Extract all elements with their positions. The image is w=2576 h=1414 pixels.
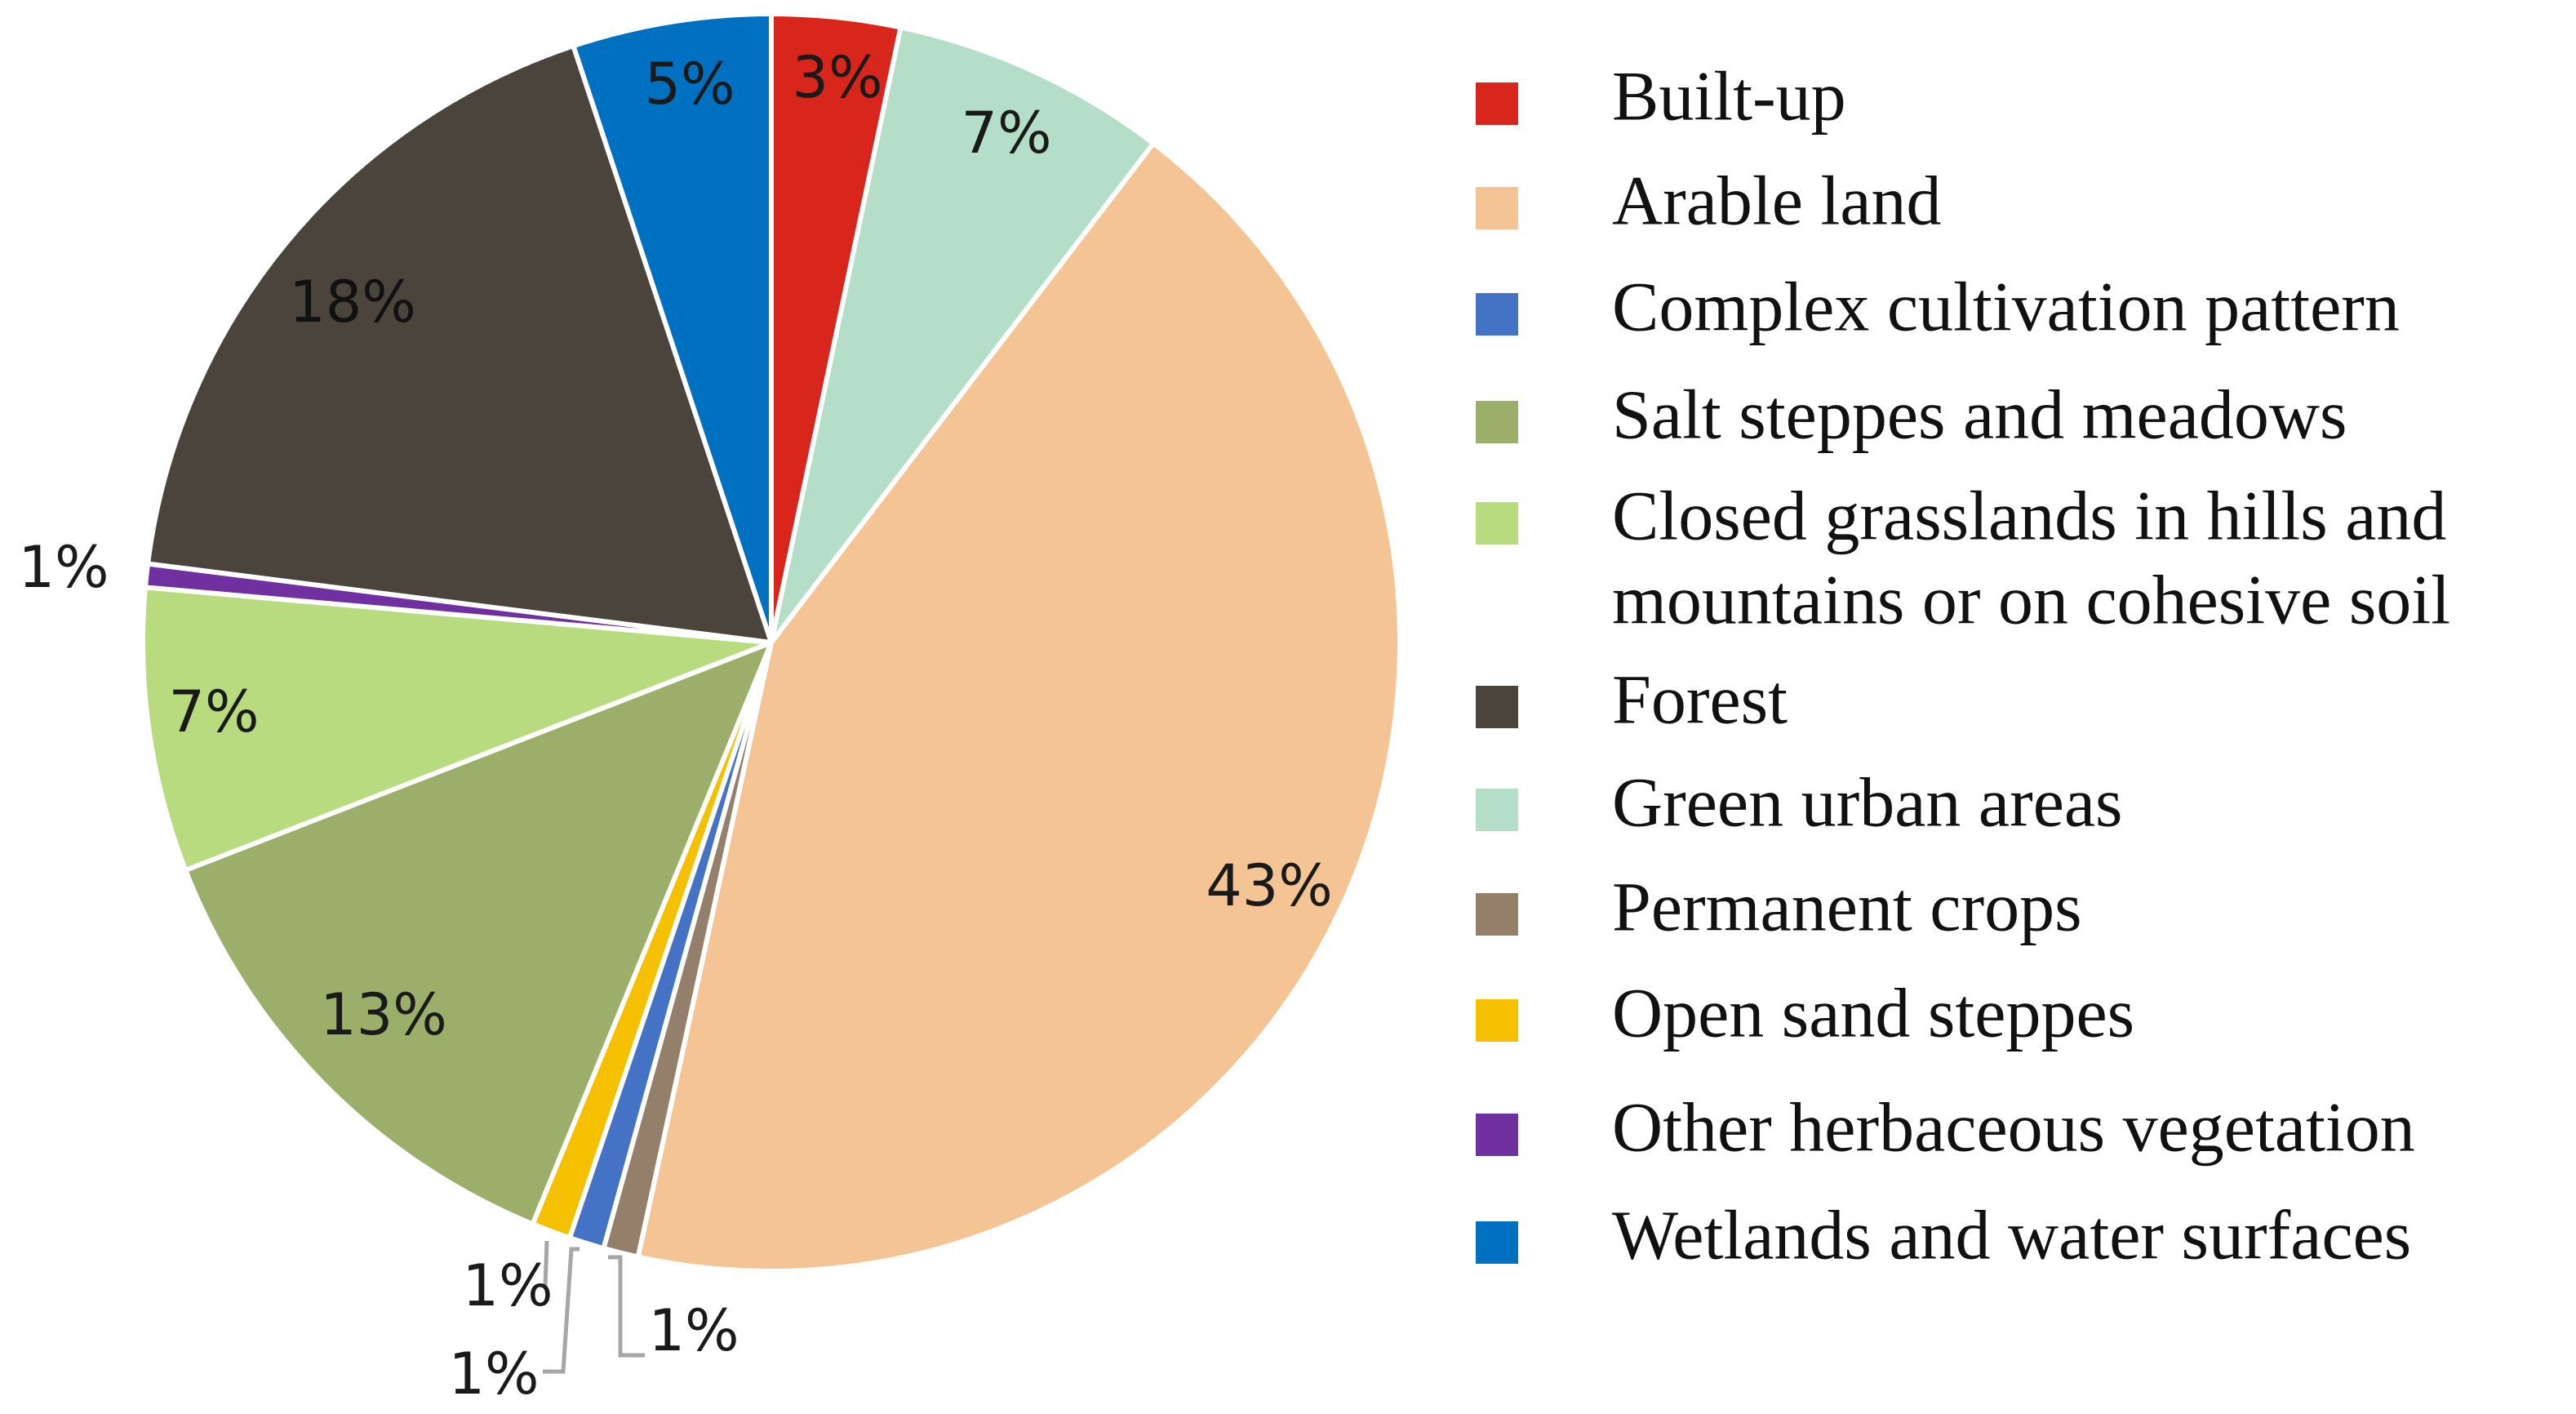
data-label-green-urban: 7%: [961, 100, 1051, 167]
data-label-closed-grasslands: 7%: [168, 678, 259, 745]
legend-item: Closed grasslands in hills andmountains …: [1476, 477, 2450, 639]
data-label-complex-cultivation: 1%: [448, 1341, 539, 1407]
legend-swatch: [1476, 789, 1518, 831]
data-label-salt-steppes: 13%: [320, 981, 447, 1048]
legend-label: Closed grasslands in hills and: [1612, 477, 2446, 555]
legend-swatch: [1476, 82, 1518, 125]
legend-label: Open sand steppes: [1612, 974, 2134, 1052]
legend-swatch: [1476, 893, 1518, 936]
legend-swatch: [1476, 999, 1518, 1042]
legend-item: Complex cultivation pattern: [1476, 268, 2400, 346]
legend-label: Salt steppes and meadows: [1612, 376, 2347, 454]
legend-label: mountains or on cohesive soil: [1612, 561, 2450, 639]
data-label-other-herbaceous: 1%: [18, 534, 109, 601]
data-label-built-up: 3%: [792, 44, 882, 111]
legend-label: Permanent crops: [1612, 868, 2082, 946]
legend-item: Permanent crops: [1476, 868, 2082, 946]
legend-swatch: [1476, 293, 1518, 336]
pie-data-labels: 3% 7% 43% 1% 1% 1% 13% 7% 1% 18% 5%: [18, 44, 1332, 1407]
legend-label: Forest: [1612, 660, 1788, 739]
legend-label: Wetlands and water surfaces: [1612, 1196, 2411, 1274]
legend: Built-up Arable land Complex cultivation p…: [1476, 57, 2450, 1274]
legend-item: Forest: [1476, 660, 1788, 739]
data-label-wetlands: 5%: [644, 51, 735, 118]
data-label-permanent-crops: 1%: [648, 1297, 739, 1364]
legend-label: Other herbaceous vegetation: [1612, 1088, 2415, 1167]
pie-slice-arable: [635, 140, 1402, 1274]
legend-label: Built-up: [1612, 57, 1846, 136]
pie-slices: [140, 11, 1402, 1274]
legend-label: Arable land: [1612, 162, 1942, 240]
pie-slice-forest: [145, 43, 774, 645]
data-label-open-sand: 1%: [462, 1252, 553, 1319]
pie-slice-wetlands: [571, 11, 774, 645]
leader-line-open-sand: [540, 1240, 549, 1288]
legend-item: Salt steppes and meadows: [1476, 376, 2347, 454]
legend-item: Built-up: [1476, 57, 1846, 136]
legend-item: Green urban areas: [1476, 763, 2123, 842]
pie-slice-closed-grasslands: [140, 585, 774, 873]
legend-swatch: [1476, 686, 1518, 728]
data-label-arable: 43%: [1206, 852, 1333, 919]
legend-label: Green urban areas: [1612, 763, 2123, 842]
legend-swatch: [1476, 401, 1518, 443]
leader-lines: [540, 1240, 645, 1374]
pie-slice-green-urban: [769, 24, 1157, 645]
legend-label: Complex cultivation pattern: [1612, 268, 2400, 346]
leader-line-permanent-crops: [608, 1255, 645, 1358]
data-label-forest: 18%: [289, 269, 416, 336]
legend-swatch: [1476, 1114, 1518, 1156]
legend-swatch: [1476, 187, 1518, 229]
legend-item: Wetlands and water surfaces: [1476, 1196, 2411, 1274]
pie-slice-salt-steppes: [183, 640, 774, 1227]
legend-swatch: [1476, 502, 1518, 545]
legend-item: Arable land: [1476, 162, 1942, 240]
leader-line-complex-cultivation: [543, 1247, 580, 1374]
legend-item: Open sand steppes: [1476, 974, 2134, 1052]
legend-item: Other herbaceous vegetation: [1476, 1088, 2415, 1167]
legend-swatch: [1476, 1221, 1518, 1264]
